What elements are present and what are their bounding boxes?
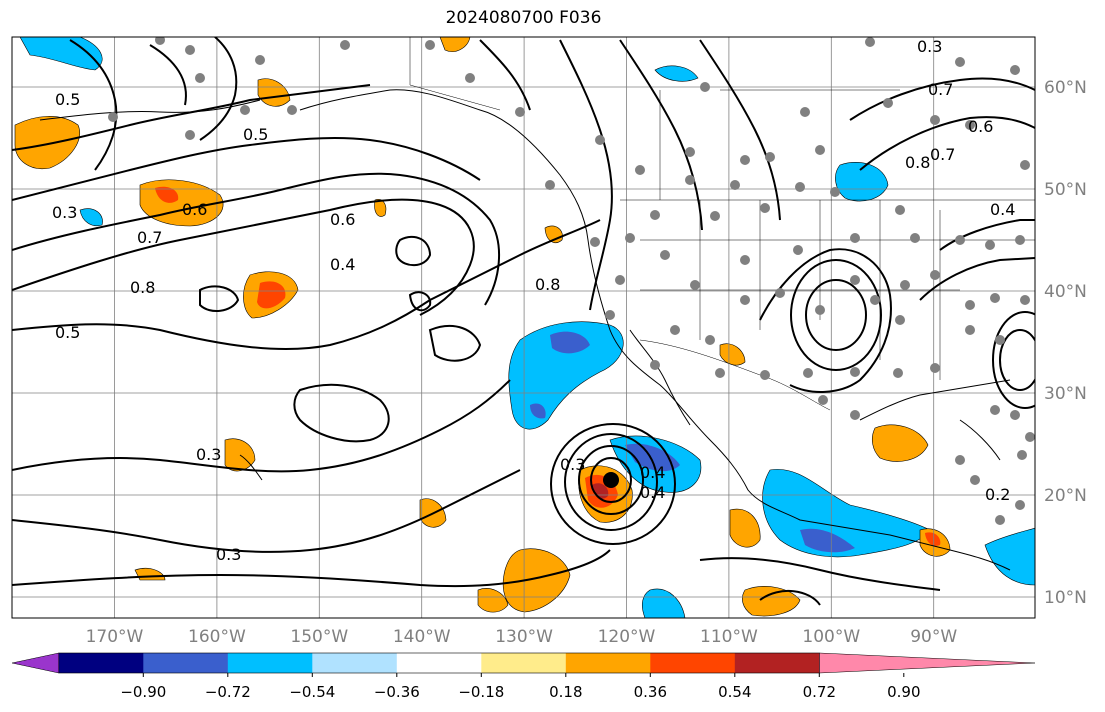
colorbar-tick-labels: −0.90 −0.72 −0.54 −0.36 −0.18 0.18 0.36 … (120, 683, 920, 701)
contour-label: 0.3 (216, 545, 241, 564)
colorbar-tick-label: −0.72 (205, 683, 251, 701)
contour-label: 0.2 (985, 485, 1010, 504)
contour-label: 0.8 (535, 275, 560, 294)
map-title: 2024080700 F036 (445, 8, 602, 28)
colorbar-segment (227, 653, 313, 673)
colorbar-segment (312, 653, 398, 673)
colorbar-segment (396, 653, 482, 673)
contour-label: 0.6 (182, 200, 207, 219)
contour-label: 0.3 (196, 445, 221, 464)
colorbar-extend-low (11, 652, 60, 674)
colorbar-extend-high (819, 652, 1036, 674)
lon-label: 140°W (393, 627, 451, 647)
contour-label: 0.8 (130, 278, 155, 297)
contour-label: 0.4 (640, 483, 665, 502)
contour-label: 0.3 (917, 37, 942, 56)
colorbar-segment (58, 653, 144, 673)
lon-label: 150°W (290, 627, 348, 647)
colorbar-segment (143, 653, 229, 673)
colorbar (11, 652, 1036, 677)
contour-label: 0.5 (55, 90, 80, 109)
coastlines (39, 89, 1011, 571)
colorbar-tick-label: 0.54 (718, 683, 751, 701)
contour-label: 0.5 (55, 323, 80, 342)
colorbar-segment (650, 653, 736, 673)
longitude-labels: 170°W 160°W 150°W 140°W 130°W 120°W 110°… (86, 627, 958, 647)
colorbar-tick-label: 0.90 (887, 683, 920, 701)
contour-label: 0.6 (968, 117, 993, 136)
colorbar-tick-label: 0.18 (549, 683, 582, 701)
contour-label: 0.7 (928, 80, 953, 99)
station-markers (108, 37, 1035, 525)
colorbar-frame (58, 652, 820, 674)
lon-label: 130°W (495, 627, 553, 647)
contour-label: 0.7 (137, 228, 162, 247)
contour-label: 0.4 (640, 463, 665, 482)
contour-label: 0.8 (905, 153, 930, 172)
contours (12, 37, 1035, 606)
colorbar-tick-label: −0.54 (289, 683, 335, 701)
contour-label: 0.3 (560, 455, 585, 474)
colorbar-segment (565, 653, 651, 673)
colorbar-tick-label: 0.36 (634, 683, 667, 701)
lat-label: 50°N (1044, 180, 1087, 200)
contour-label: 0.4 (330, 255, 355, 274)
lat-label: 30°N (1044, 384, 1087, 404)
map-panel: 0.3 0.3 0.3 0.3 0.4 0.4 0.4 0.5 0.5 0.5 … (12, 37, 1035, 618)
storm-center-marker (603, 472, 619, 488)
contour-label: 0.4 (990, 200, 1015, 219)
latitude-labels: 60°N 50°N 40°N 30°N 20°N 10°N (1044, 78, 1087, 608)
lat-label: 10°N (1044, 588, 1087, 608)
map-frame (11, 36, 1036, 619)
colorbar-tick-label: −0.90 (120, 683, 166, 701)
lat-label: 20°N (1044, 486, 1087, 506)
contour-labels: 0.3 0.3 0.3 0.3 0.4 0.4 0.4 0.5 0.5 0.5 … (52, 37, 1015, 564)
lat-label: 40°N (1044, 282, 1087, 302)
lat-label: 60°N (1044, 78, 1087, 98)
colorbar-tick-label: −0.36 (374, 683, 420, 701)
lon-label: 100°W (802, 627, 860, 647)
contour-label: 0.5 (243, 125, 268, 144)
lon-label: 110°W (700, 627, 758, 647)
colorbar-segment (481, 653, 567, 673)
contour-label: 0.7 (930, 145, 955, 164)
borders (409, 37, 1035, 411)
colorbar-tick-label: 0.72 (803, 683, 836, 701)
contour-label: 0.3 (52, 203, 77, 222)
strong-negative-shading (530, 331, 855, 553)
colorbar-segment (734, 653, 820, 673)
lon-label: 170°W (86, 627, 144, 647)
lon-label: 120°W (598, 627, 656, 647)
lon-label: 90°W (910, 627, 957, 647)
colorbar-tick-label: −0.18 (458, 683, 504, 701)
contour-label: 0.6 (330, 210, 355, 229)
lon-label: 160°W (188, 627, 246, 647)
